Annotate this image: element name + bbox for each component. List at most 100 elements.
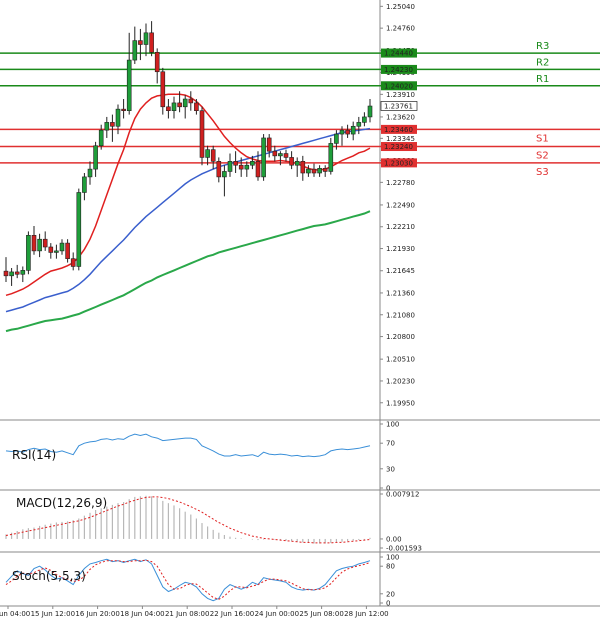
candle-body [339, 129, 345, 135]
candle-body [171, 102, 177, 111]
rsi-axis-ticks: 100 70 30 0 [380, 421, 399, 493]
candle [171, 96, 177, 119]
level-price-box [381, 81, 417, 91]
level-price-box [381, 142, 417, 152]
candle-body [334, 133, 339, 144]
candle [138, 28, 143, 61]
candle-body [87, 168, 93, 178]
candle-body [115, 108, 121, 127]
candle-body [266, 137, 272, 152]
candle [48, 243, 54, 259]
price-tick-label: 1.21080 [386, 311, 415, 319]
candle-body [194, 102, 199, 111]
candle-body [31, 235, 37, 252]
candle-body [132, 40, 138, 61]
candle-body [76, 192, 82, 267]
price-tick-label: 1.24760 [386, 25, 415, 33]
candle [42, 231, 48, 251]
price-tick-label: 1.20230 [386, 377, 415, 385]
macd-panel: 0.007912 0.00 -0.001593 MACD(12,26,9) [0, 490, 600, 553]
candle [272, 145, 278, 162]
pivot-levels: R3 1.24440 R2 1.24230 R1 1.24020 S1 1.23460 S2 1.… [0, 41, 600, 178]
price-panel: 1.250401.247601.244701.241901.239101.236… [0, 0, 600, 421]
time-tick-label: 21 Jun 08:00 [165, 610, 209, 618]
level-price-label: 1.24020 [384, 82, 413, 90]
candle-body [104, 122, 110, 131]
macd-histogram [5, 495, 371, 544]
candle [160, 67, 166, 115]
candle [350, 121, 356, 141]
candle [261, 134, 266, 181]
candlesticks [3, 21, 373, 286]
candle [177, 91, 182, 113]
candle-body [367, 105, 373, 118]
candle [9, 268, 14, 286]
candle [339, 126, 345, 146]
level-price-label: 1.23240 [384, 143, 413, 151]
candle-body [210, 149, 216, 162]
price-tick-label: 1.22210 [386, 223, 415, 231]
candle [115, 104, 121, 135]
level-price-label: 1.24230 [384, 66, 413, 74]
price-tick-label: 1.20800 [386, 333, 415, 341]
candle [182, 95, 188, 119]
candle-body [322, 168, 328, 172]
stoch-label: Stoch(5,5,3) [12, 569, 86, 583]
candle-body [54, 250, 59, 253]
candle [126, 32, 132, 115]
time-tick-label: 15 Jun 12:00 [31, 610, 75, 618]
candle-body [350, 125, 356, 135]
candle [334, 130, 339, 150]
candle [154, 48, 160, 84]
candle-body [166, 106, 171, 111]
candle [76, 188, 82, 271]
price-tick-label: 1.25040 [386, 3, 415, 11]
macd-tick-label: -0.001593 [386, 545, 422, 553]
rsi-panel: 100 70 30 0 RSI(14) [0, 420, 600, 493]
macd-label: MACD(12,26,9) [16, 496, 107, 510]
candle-body [283, 153, 289, 158]
candle-body [37, 238, 42, 252]
level-name-s1: S1 [536, 133, 549, 144]
candle-body [300, 161, 306, 174]
level-price-label: 1.24440 [384, 50, 413, 58]
candle-body [9, 271, 14, 277]
level-price-label: 1.23030 [384, 159, 413, 167]
candle-body [70, 258, 76, 267]
moving-average-red-line [5, 93, 371, 297]
candle-body [42, 238, 48, 248]
candle-body [233, 161, 238, 166]
candle-body [199, 110, 205, 158]
candle-body [294, 161, 300, 166]
candle [59, 239, 65, 255]
candle-body [14, 271, 20, 275]
candle-body [154, 51, 160, 73]
current-price-marker: 1.23761 [380, 101, 418, 111]
candle [250, 155, 255, 170]
candle [255, 151, 261, 181]
price-tick-label: 1.23345 [386, 135, 415, 143]
candle-body [250, 161, 255, 166]
rsi-tick-label: 30 [386, 465, 395, 473]
candle [26, 231, 31, 275]
time-tick-label: 22 Jun 16:00 [210, 610, 254, 618]
price-tick-label: 1.23620 [386, 113, 415, 121]
candle [54, 244, 59, 259]
macd-axis-ticks: 0.007912 0.00 -0.001593 [380, 491, 422, 553]
candle-body [98, 129, 104, 147]
candle [244, 161, 250, 177]
candle-body [356, 122, 362, 127]
candle-body [222, 171, 227, 178]
level-name-s2: S2 [536, 151, 549, 162]
stoch-tick-label: 0 [386, 600, 390, 608]
candle [98, 124, 104, 150]
candle-body [289, 157, 294, 166]
candle [121, 99, 126, 119]
candle [216, 157, 222, 183]
candle-body [110, 122, 115, 127]
candle [87, 161, 93, 185]
candle [306, 165, 311, 177]
time-tick-label: 18 Jun 04:00 [120, 610, 164, 618]
